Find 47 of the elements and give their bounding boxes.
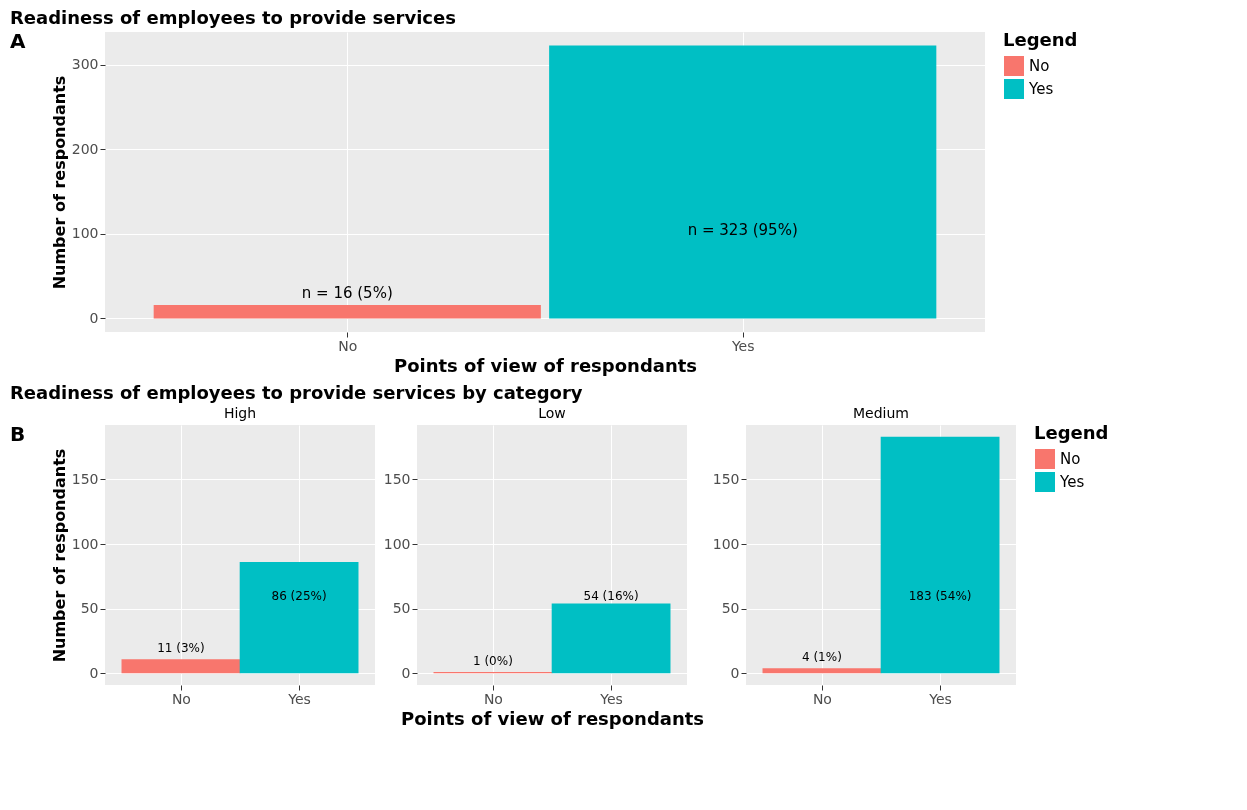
data-label: 11 (3%): [157, 641, 205, 656]
data-label: 4 (1%): [801, 650, 842, 665]
y-tick-label: 200: [71, 140, 99, 157]
legend-label: Yes: [1028, 80, 1054, 98]
y-tick-label: 50: [80, 600, 99, 617]
x-axis-title: Points of view of respondants: [400, 707, 705, 729]
data-label: n = 323 (95%): [687, 221, 798, 239]
y-axis-title: Number of respondants: [49, 448, 69, 663]
y-tick-label: 0: [401, 664, 411, 681]
chart-subtitle: Medium: [853, 405, 909, 421]
y-tick-label: 300: [71, 56, 99, 73]
y-tick-label: 100: [712, 535, 740, 552]
data-label: 86 (25%): [271, 589, 327, 603]
y-tick-label: 50: [392, 600, 411, 617]
x-tick-label: No: [171, 690, 191, 707]
y-tick-label: 0: [89, 309, 99, 326]
x-axis-title: Points of view of respondants: [393, 354, 698, 376]
y-axis-title: Number of respondants: [49, 75, 69, 290]
data-label: 1 (0%): [472, 654, 513, 669]
text: A: [10, 29, 26, 53]
legend-title: Legend: [1034, 422, 1109, 443]
y-tick-label: 100: [71, 225, 99, 242]
x-tick-label: Yes: [928, 690, 952, 707]
legend-label: No: [1029, 57, 1050, 75]
y-tick-label: 50: [721, 600, 740, 617]
data-label: 183 (54%): [908, 589, 972, 603]
x-tick-label: Yes: [599, 690, 623, 707]
chart-subtitle: Low: [538, 405, 566, 421]
y-tick-label: 150: [71, 470, 99, 487]
data-label: 54 (16%): [583, 589, 639, 603]
chart-title: Readiness of employees to provide services by category: [10, 382, 583, 403]
y-tick-label: 100: [383, 535, 411, 552]
chart-title: Readiness of employees to provide services: [10, 7, 456, 28]
text: B: [10, 422, 26, 446]
legend-label: No: [1060, 450, 1081, 468]
legend-title: Legend: [1003, 29, 1078, 50]
legend-label: Yes: [1059, 473, 1085, 491]
y-tick-label: 100: [71, 535, 99, 552]
x-tick-label: Yes: [287, 690, 311, 707]
data-label: n = 16 (5%): [301, 283, 393, 302]
y-tick-label: 0: [89, 664, 99, 681]
x-tick-label: No: [483, 690, 503, 707]
y-tick-label: 150: [712, 470, 740, 487]
chart-subtitle: High: [223, 405, 257, 421]
y-tick-label: 150: [383, 470, 411, 487]
y-tick-label: 0: [730, 664, 740, 681]
x-tick-label: No: [812, 690, 832, 707]
